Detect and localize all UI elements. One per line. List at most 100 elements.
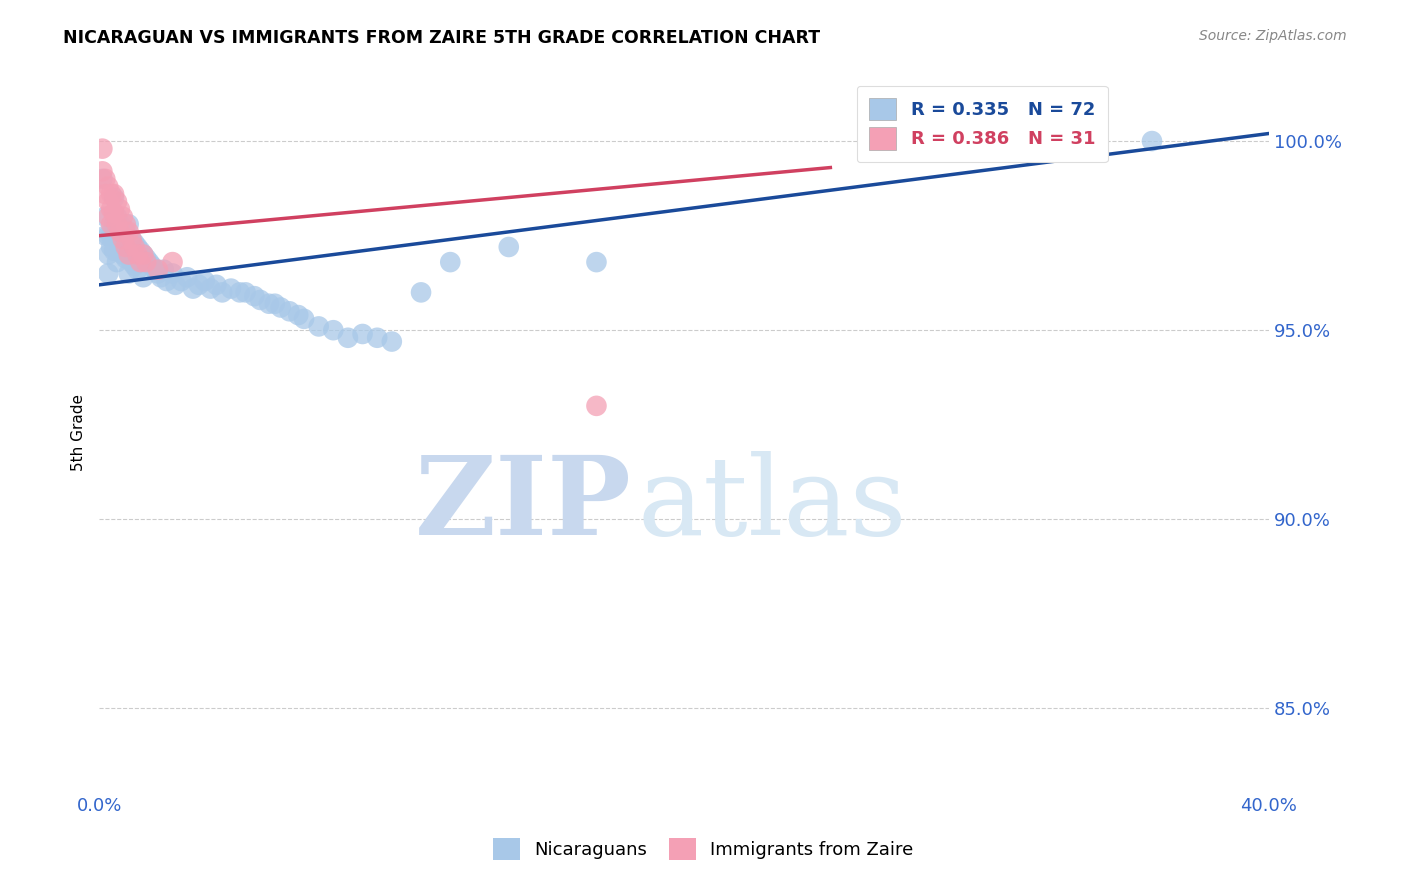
Point — [498, 240, 520, 254]
Point — [94, 172, 117, 186]
Point — [336, 331, 359, 345]
Point — [103, 206, 125, 220]
Point — [176, 270, 198, 285]
Point — [114, 240, 136, 254]
Point — [187, 277, 209, 292]
Point — [138, 255, 160, 269]
Point — [143, 262, 166, 277]
Point — [97, 267, 120, 281]
Point — [352, 326, 374, 341]
Point — [162, 255, 184, 269]
Point — [152, 262, 174, 277]
Point — [108, 240, 131, 254]
Point — [121, 232, 143, 246]
Point — [132, 270, 155, 285]
Point — [200, 282, 222, 296]
Point — [111, 247, 134, 261]
Text: atlas: atlas — [637, 450, 907, 558]
Point — [165, 277, 187, 292]
Point — [249, 293, 271, 307]
Text: Source: ZipAtlas.com: Source: ZipAtlas.com — [1199, 29, 1347, 44]
Point — [270, 301, 292, 315]
Point — [100, 217, 122, 231]
Text: NICARAGUAN VS IMMIGRANTS FROM ZAIRE 5TH GRADE CORRELATION CHART: NICARAGUAN VS IMMIGRANTS FROM ZAIRE 5TH … — [63, 29, 820, 47]
Point — [124, 236, 146, 251]
Point — [108, 225, 131, 239]
Point — [91, 142, 114, 156]
Point — [156, 274, 179, 288]
Point — [97, 179, 120, 194]
Point — [366, 331, 388, 345]
Point — [105, 217, 128, 231]
Point — [127, 247, 149, 261]
Point — [287, 308, 309, 322]
Point — [257, 297, 280, 311]
Point — [229, 285, 252, 300]
Point — [91, 172, 114, 186]
Point — [118, 217, 141, 231]
Point — [94, 228, 117, 243]
Point — [146, 262, 169, 277]
Point — [243, 289, 266, 303]
Point — [162, 267, 184, 281]
Point — [381, 334, 404, 349]
Point — [100, 202, 122, 216]
Point — [124, 240, 146, 254]
Point — [105, 232, 128, 246]
Point — [235, 285, 257, 300]
Point — [111, 232, 134, 246]
Point — [141, 259, 163, 273]
Point — [114, 252, 136, 266]
Point — [278, 304, 301, 318]
Point — [118, 225, 141, 239]
Point — [100, 240, 122, 254]
Point — [111, 221, 134, 235]
Point — [409, 285, 432, 300]
Legend: Nicaraguans, Immigrants from Zaire: Nicaraguans, Immigrants from Zaire — [485, 830, 921, 867]
Point — [181, 282, 204, 296]
Point — [129, 244, 152, 258]
Point — [585, 399, 607, 413]
Point — [103, 187, 125, 202]
Point — [194, 274, 217, 288]
Point — [135, 255, 157, 269]
Point — [322, 323, 344, 337]
Point — [121, 255, 143, 269]
Point — [108, 217, 131, 231]
Point — [94, 187, 117, 202]
Point — [118, 247, 141, 261]
Point — [100, 187, 122, 202]
Y-axis label: 5th Grade: 5th Grade — [72, 394, 86, 471]
Point — [118, 267, 141, 281]
Point — [105, 255, 128, 269]
Point — [127, 240, 149, 254]
Point — [129, 255, 152, 269]
Point — [263, 297, 285, 311]
Point — [132, 247, 155, 261]
Point — [108, 202, 131, 216]
Point — [97, 210, 120, 224]
Point — [219, 282, 242, 296]
Point — [585, 255, 607, 269]
Point — [114, 225, 136, 239]
Point — [121, 232, 143, 246]
Point — [103, 217, 125, 231]
Point — [91, 164, 114, 178]
Point — [94, 210, 117, 224]
Point — [135, 252, 157, 266]
Point — [118, 244, 141, 258]
Point — [1140, 134, 1163, 148]
Point — [100, 228, 122, 243]
Point — [97, 247, 120, 261]
Point — [439, 255, 461, 269]
Legend: R = 0.335   N = 72, R = 0.386   N = 31: R = 0.335 N = 72, R = 0.386 N = 31 — [856, 86, 1108, 162]
Point — [97, 228, 120, 243]
Point — [292, 311, 315, 326]
Point — [132, 247, 155, 261]
Point — [308, 319, 330, 334]
Point — [103, 191, 125, 205]
Point — [105, 210, 128, 224]
Point — [114, 217, 136, 231]
Point — [111, 210, 134, 224]
Text: ZIP: ZIP — [415, 450, 631, 558]
